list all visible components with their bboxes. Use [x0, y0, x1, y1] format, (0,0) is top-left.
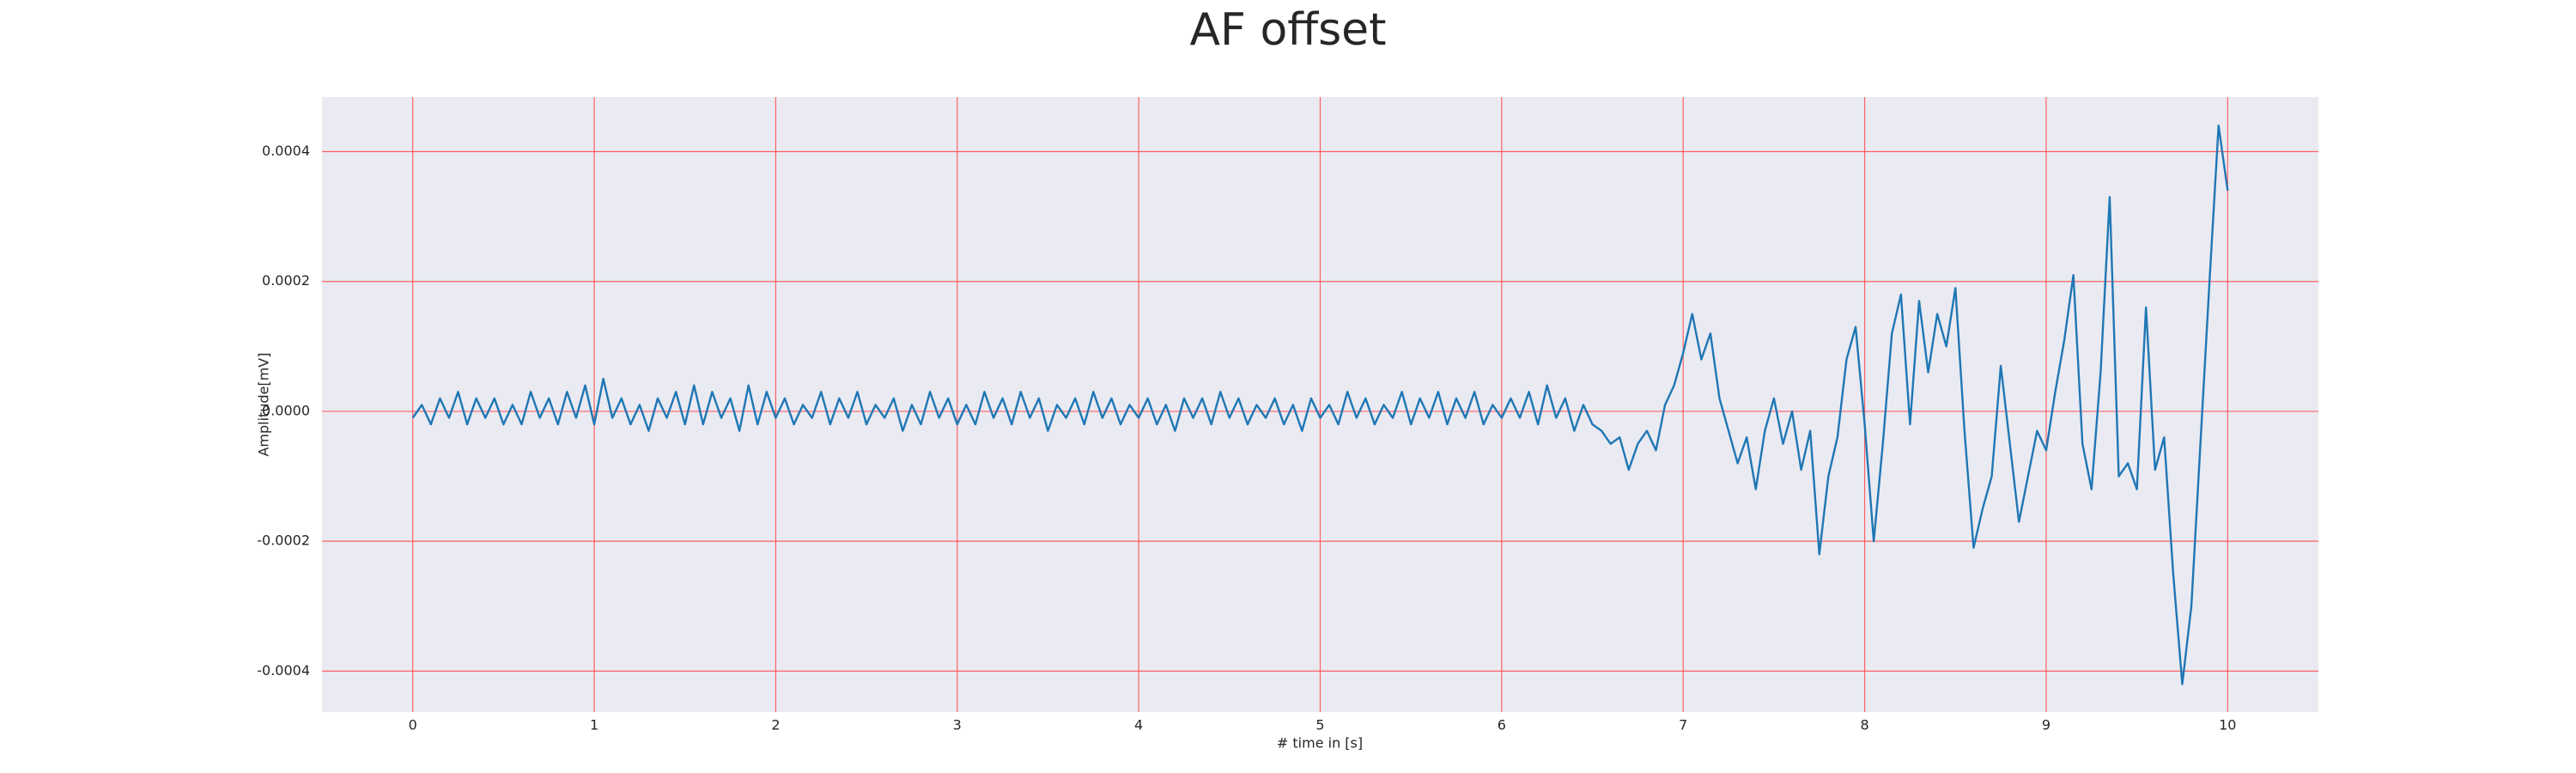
x-tick-label: 7 [1679, 717, 1687, 733]
y-tick-label: 0.0004 [262, 143, 310, 159]
chart-title: AF offset [1189, 4, 1386, 56]
x-tick-label: 3 [953, 717, 962, 733]
data-line [411, 125, 2229, 685]
x-tick-label: 9 [2042, 717, 2050, 733]
y-tick-label: 0.0000 [262, 402, 310, 418]
x-tick-label: 5 [1315, 717, 1324, 733]
y-tick-label: 0.0002 [262, 272, 310, 289]
y-tick-label: -0.0004 [257, 662, 310, 679]
x-tick-label: 8 [1860, 717, 1868, 733]
x-tick-label: 2 [771, 717, 780, 733]
x-tick-label: 10 [2219, 717, 2236, 733]
x-axis-label: # time in [s] [1277, 735, 1363, 752]
y-axis-label: Amplitude[mV] [256, 352, 272, 456]
x-tick-label: 4 [1134, 717, 1143, 733]
x-tick-label: 6 [1498, 717, 1506, 733]
x-tick-label: 1 [590, 717, 598, 733]
y-tick-label: -0.0002 [257, 533, 310, 549]
x-tick-label: 0 [409, 717, 417, 733]
